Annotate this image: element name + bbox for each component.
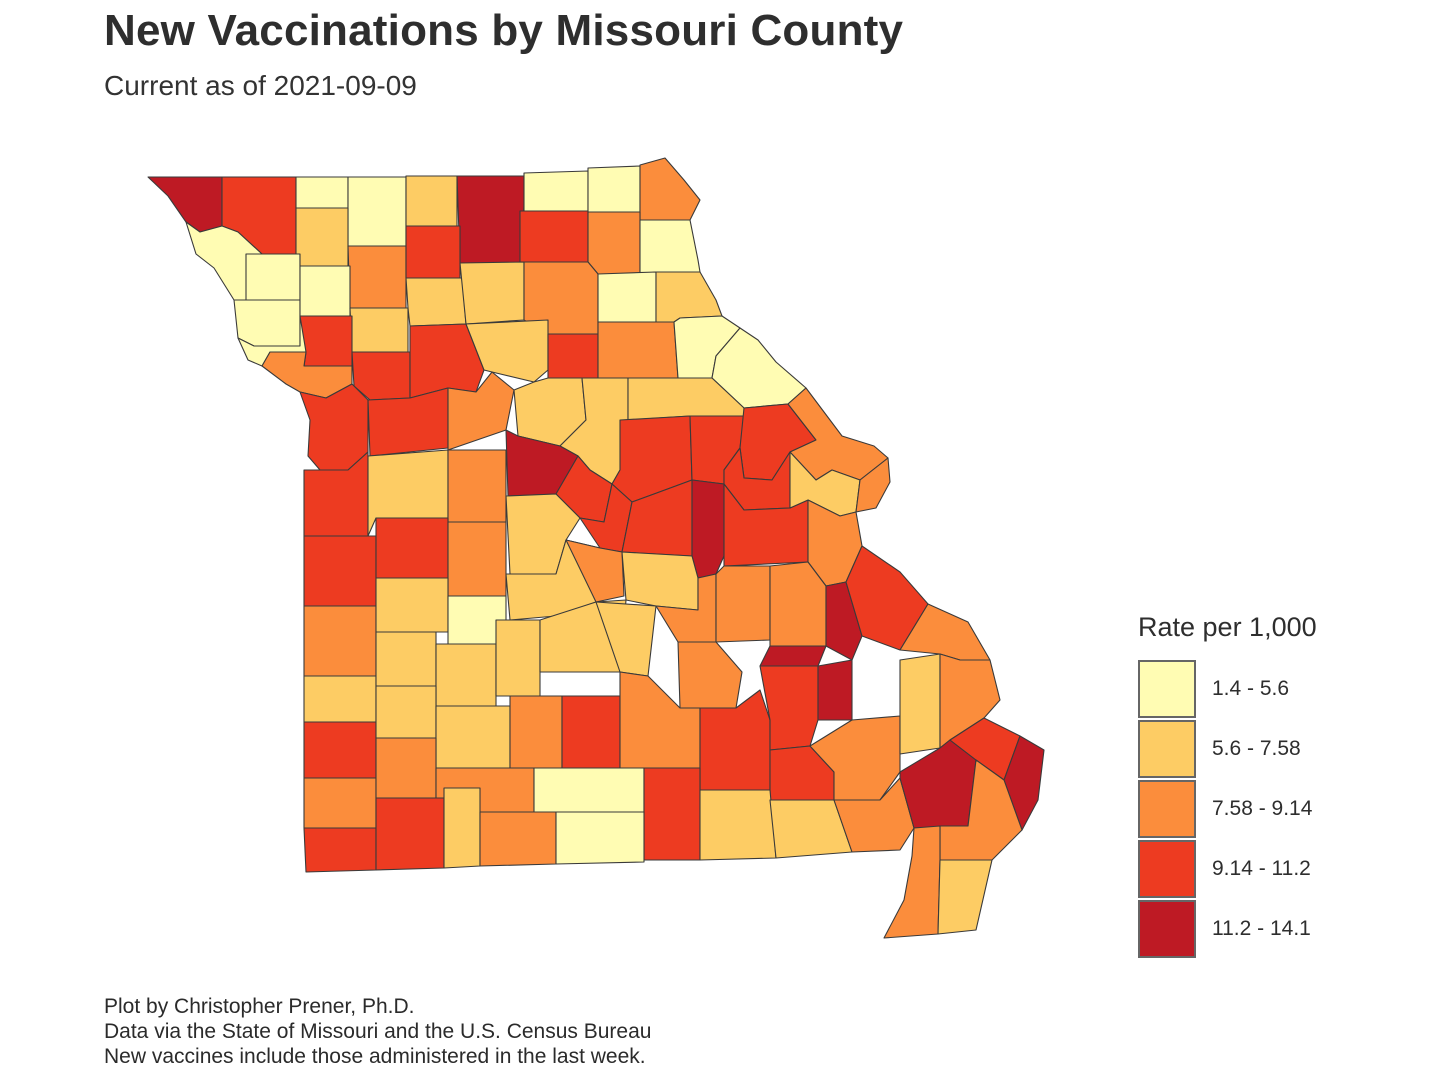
county-bollinger: [899, 653, 941, 755]
county-lawrence: [375, 737, 437, 799]
county-randolph: [547, 333, 599, 379]
county-dade: [375, 685, 437, 739]
county-pettis: [447, 449, 507, 523]
county-vernon: [303, 605, 377, 677]
legend-label: 7.58 - 9.14: [1212, 797, 1313, 820]
county-cedar: [375, 631, 437, 687]
county-iron: [759, 645, 827, 667]
county-marion: [655, 271, 723, 323]
legend-item: 5.6 - 7.58: [1138, 719, 1378, 779]
county-douglas: [533, 767, 645, 813]
county-crawford: [715, 565, 771, 643]
county-buchanan: [233, 299, 301, 347]
county-wright: [561, 695, 621, 769]
county-benton: [447, 521, 507, 597]
county-miller: [565, 539, 625, 603]
county-mercer: [405, 175, 458, 227]
county-ozark: [555, 811, 645, 865]
county-adair: [587, 211, 641, 275]
county-henry: [375, 517, 449, 579]
legend-item: 1.4 - 5.6: [1138, 659, 1378, 719]
caption-line-author: Plot by Christopher Prener, Ph.D.: [104, 995, 415, 1018]
legend-item: 11.2 - 14.1: [1138, 899, 1378, 959]
county-barry: [375, 797, 445, 871]
county-greene: [435, 705, 511, 769]
county-oregon: [699, 789, 777, 861]
map-subtitle: Current as of 2021-09-09: [104, 70, 417, 101]
county-barton: [303, 675, 377, 723]
county-lewis: [639, 219, 701, 275]
county-mcdonald: [303, 827, 377, 873]
county-dunklin: [883, 825, 941, 939]
county-shelby: [597, 271, 657, 323]
county-clark: [639, 157, 701, 221]
county-webster: [509, 695, 563, 769]
county-putnam: [456, 175, 525, 264]
legend-title: Rate per 1,000: [1138, 612, 1317, 642]
county-layer: [147, 157, 1045, 939]
legend-label: 5.6 - 7.58: [1212, 737, 1301, 760]
county-clay: [261, 351, 353, 399]
caption: Plot by Christopher Prener, Ph.D. Data v…: [104, 994, 651, 1069]
legend-swatch: [1138, 900, 1196, 958]
county-jackson: [299, 383, 369, 471]
county-monroe: [597, 321, 679, 379]
legend-label: 9.14 - 11.2: [1212, 857, 1311, 880]
map-title: New Vaccinations by Missouri County: [104, 6, 904, 55]
county-st-clair: [375, 577, 449, 633]
county-washington: [769, 561, 827, 647]
legend: Rate per 1,000 1.4 - 5.6 5.6 - 7.58 7.58…: [1138, 612, 1378, 959]
county-dekalb: [299, 265, 351, 317]
county-clinton: [299, 315, 353, 367]
county-madison: [817, 659, 853, 721]
county-worth: [295, 176, 349, 209]
county-stoddard: [899, 739, 977, 829]
county-newton: [303, 777, 377, 829]
county-andrew: [245, 253, 301, 301]
county-gentry: [295, 207, 349, 267]
county-bates: [303, 535, 377, 607]
legend-swatch: [1138, 780, 1196, 838]
legend-label: 11.2 - 14.1: [1212, 917, 1311, 940]
county-st-louis-city: [855, 457, 891, 513]
legend-item: 7.58 - 9.14: [1138, 779, 1378, 839]
county-taney: [479, 811, 557, 867]
county-harrison: [347, 176, 407, 247]
county-sullivan: [519, 210, 589, 263]
legend-item: 9.14 - 11.2: [1138, 839, 1378, 899]
county-atchison: [147, 176, 223, 233]
legend-swatch: [1138, 660, 1196, 718]
county-pemiscot: [937, 859, 993, 935]
county-scotland: [587, 165, 641, 213]
county-grundy: [405, 225, 461, 279]
county-schuyler: [523, 170, 589, 212]
caption-line-note: New vaccines include those administered …: [104, 1045, 646, 1068]
legend-swatch: [1138, 720, 1196, 778]
county-wayne: [809, 715, 901, 801]
county-linn: [459, 261, 525, 325]
county-howell: [643, 767, 701, 861]
legend-swatch: [1138, 840, 1196, 898]
caption-line-source: Data via the State of Missouri and the U…: [104, 1020, 652, 1043]
county-maries: [621, 551, 699, 611]
county-st-francois: [825, 581, 863, 661]
legend-label: 1.4 - 5.6: [1212, 677, 1290, 700]
county-dallas: [495, 619, 541, 697]
county-stone: [443, 787, 481, 869]
county-dent: [677, 641, 743, 709]
county-jasper: [303, 721, 377, 779]
county-daviess: [347, 245, 407, 309]
county-livingston: [405, 277, 467, 327]
county-polk: [435, 643, 497, 707]
county-caldwell: [349, 307, 409, 353]
county-gasconade: [691, 479, 725, 579]
